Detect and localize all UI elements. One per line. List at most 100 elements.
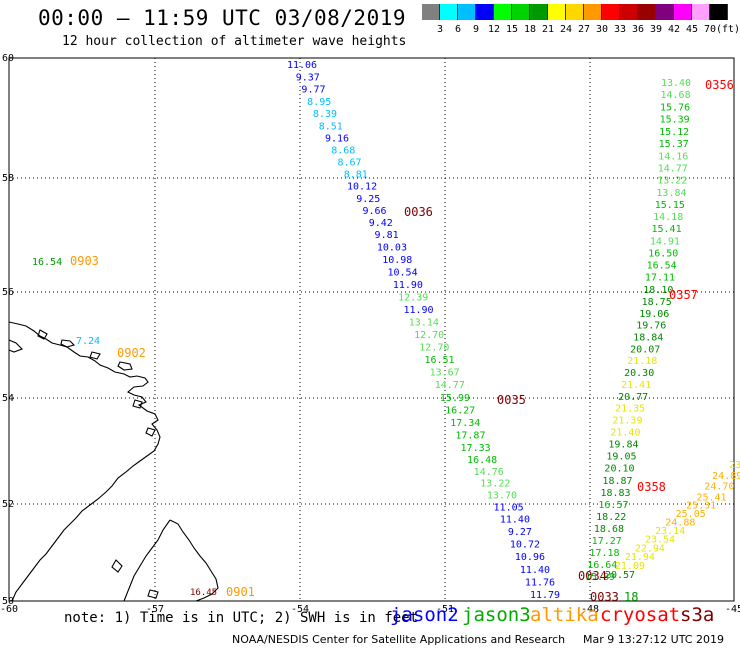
scale-swatch — [530, 4, 548, 20]
swh-reading: 9.37 — [296, 72, 320, 83]
scale-label: 18 — [523, 24, 537, 35]
scale-swatch — [602, 4, 620, 20]
swh-reading: 23.54 — [645, 535, 675, 546]
swh-reading: 24.89 — [712, 471, 740, 482]
page-subtitle: 12 hour collection of altimeter wave hei… — [62, 34, 407, 49]
swh-reading: 13.22 — [657, 176, 687, 187]
swh-reading: 16.51 — [424, 355, 454, 366]
swh-reading: 21.09 — [615, 561, 645, 572]
swh-reading: 12.70 — [419, 343, 449, 354]
swh-reading: 18.22 — [596, 512, 626, 523]
swh-reading: 17.34 — [450, 418, 480, 429]
lat-label: 52 — [2, 499, 14, 510]
swh-reading: 15.39 — [660, 115, 690, 126]
scale-swatch — [512, 4, 530, 20]
scale-label: 3 — [436, 24, 444, 35]
swh-reading: 14.16 — [658, 151, 688, 162]
swh-reading: 12.70 — [414, 330, 444, 341]
swh-reading: 16.27 — [445, 405, 475, 416]
swh-reading: 11.40 — [520, 565, 550, 576]
swh-reading: 20.77 — [618, 392, 648, 403]
swh-reading: 25.41 — [696, 492, 726, 503]
swh-reading: 15.37 — [659, 139, 689, 150]
swh-reading: 17.33 — [461, 443, 491, 454]
swh-reading: 15.76 — [660, 102, 690, 113]
legend-jason3: jason3 — [462, 604, 531, 626]
lon-label: -48 — [581, 604, 599, 615]
scale-swatch — [566, 4, 584, 20]
time-label: 0035 — [497, 393, 526, 407]
swh-reading: 16.57 — [598, 500, 628, 511]
legend-cryosat: cryosat — [600, 604, 681, 626]
map-frame — [8, 57, 735, 602]
time-label: 0357 — [669, 288, 698, 302]
swh-reading: 8.68 — [331, 146, 355, 157]
lon-label: -60 — [0, 604, 18, 615]
swh-reading: 18.87 — [602, 476, 632, 487]
isolated-time: 0903 — [70, 254, 99, 268]
swh-reading: 13.14 — [409, 318, 439, 329]
scale-swatch — [638, 4, 656, 20]
swh-reading: 16.50 — [648, 248, 678, 259]
swh-reading: 10.98 — [382, 255, 412, 266]
scale-label: 24 — [559, 24, 573, 35]
swh-reading: 21.41 — [621, 380, 651, 391]
swh-reading: 11.90 — [393, 280, 423, 291]
scale-swatch — [674, 4, 692, 20]
scale-swatch — [440, 4, 458, 20]
swh-reading: 14.68 — [660, 90, 690, 101]
lon-label: -45 — [725, 604, 740, 615]
swh-reading: 11.90 — [403, 305, 433, 316]
scale-swatch — [458, 4, 476, 20]
swh-reading: 23 — [729, 460, 740, 471]
swh-reading: 14.77 — [435, 380, 465, 391]
swh-reading: 21.18 — [627, 356, 657, 367]
scale-unit: (ft) — [716, 24, 740, 35]
swh-reading: 8.81 — [344, 170, 368, 181]
altimeter-readings: 11.069.37 9.778.958.398.51 9.168.688.678.8… — [32, 60, 740, 604]
swh-reading: 11.40 — [500, 514, 530, 525]
swh-reading: 18.75 — [642, 297, 672, 308]
swh-reading: 14.77 — [658, 163, 688, 174]
swh-reading: 25.31 — [686, 501, 716, 512]
swh-reading: 19.05 — [606, 452, 636, 463]
scale-label: 9 — [472, 24, 480, 35]
swh-reading: 10.54 — [388, 268, 418, 279]
scale-swatch — [494, 4, 512, 20]
swh-reading: 18.83 — [600, 488, 630, 499]
scale-label: 21 — [541, 24, 555, 35]
isolated-time: 0902 — [117, 346, 146, 360]
swh-reading: 15.89 — [585, 572, 615, 583]
swh-reading: 24.70 — [704, 482, 734, 493]
swh-reading: 16.48 — [467, 455, 497, 466]
swh-reading: 8.67 — [337, 158, 361, 169]
lat-label: 60 — [2, 53, 14, 64]
swh-reading: 11.79 — [530, 590, 560, 601]
swh-reading: 15.15 — [655, 200, 685, 211]
swh-reading: 10.03 — [377, 243, 407, 254]
swh-reading: 9.27 — [508, 527, 532, 538]
swh-reading: 9.66 — [363, 206, 387, 217]
swh-reading: 19.06 — [639, 309, 669, 320]
swh-reading: 14.76 — [474, 467, 504, 478]
swh-reading: 20.57 — [605, 570, 635, 581]
scale-label: 12 — [487, 24, 501, 35]
graticule: -60 -57 -54 -51 -48 -45 60 58 56 54 52 50 — [0, 53, 740, 615]
scale-swatch — [710, 4, 728, 20]
isolated-value: 16.54 — [32, 257, 62, 268]
swh-reading: 24.88 — [665, 517, 695, 528]
coastline-labrador — [8, 321, 219, 602]
lat-label: 56 — [2, 287, 14, 298]
scale-swatch — [584, 4, 602, 20]
scale-swatch — [620, 4, 638, 20]
page-title: 00:00 — 11:59 UTC 03/08/2019 — [38, 6, 407, 30]
swh-reading: 11.06 — [287, 60, 317, 71]
scale-swatch — [656, 4, 674, 20]
time-label: 0033 — [590, 590, 619, 604]
swh-reading: 21.39 — [612, 416, 642, 427]
scale-swatch — [548, 4, 566, 20]
lon-label: -51 — [436, 604, 454, 615]
swh-reading: 18.84 — [633, 333, 663, 344]
swh-reading: 11.05 — [494, 502, 524, 513]
